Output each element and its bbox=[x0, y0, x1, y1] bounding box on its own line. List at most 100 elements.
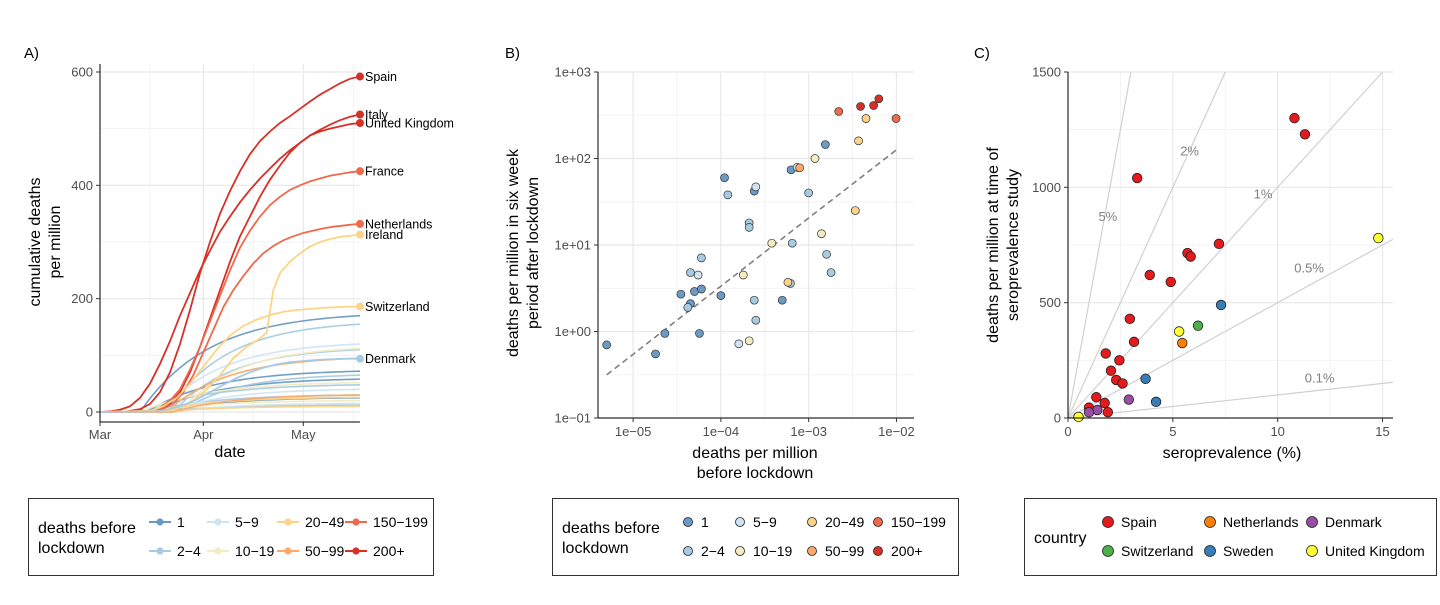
panel-b-point bbox=[749, 295, 759, 305]
panel-a-series-label: Netherlands bbox=[365, 217, 432, 231]
panel-a-endpoint bbox=[356, 72, 364, 81]
panel-c-x-tick-label: 5 bbox=[1169, 424, 1176, 439]
panel-a-series-line bbox=[99, 357, 360, 413]
legend-c-label: Sweden bbox=[1223, 543, 1274, 559]
legend-c-item: Spain bbox=[1101, 514, 1157, 530]
panel-b-x-tick-label: 1e−05 bbox=[615, 424, 652, 439]
legend-b-item: 200+ bbox=[871, 543, 923, 559]
panel-a-series-label: Switzerland bbox=[365, 300, 430, 314]
panel-c-point bbox=[1083, 407, 1095, 418]
panel-a-x-tick-label: May bbox=[291, 427, 316, 442]
panel-a-series-label: France bbox=[365, 165, 404, 179]
legend-c-key bbox=[1102, 516, 1114, 528]
legend-a-label: 10−19 bbox=[235, 543, 275, 559]
legend-a-key bbox=[207, 547, 229, 555]
panel-c-ifr-label: 5% bbox=[1098, 209, 1117, 224]
panel-a-series-label: Ireland bbox=[365, 228, 403, 242]
legend-a-key bbox=[345, 518, 367, 526]
panel-a-series-line bbox=[99, 233, 361, 413]
panel-c-tag: C) bbox=[974, 45, 990, 62]
legend-b-label: 10−19 bbox=[753, 543, 793, 559]
legend-b-key bbox=[807, 517, 817, 527]
panel-b-point bbox=[602, 340, 612, 350]
panel-c-point bbox=[1114, 355, 1125, 366]
panel-b-point bbox=[716, 291, 726, 300]
panel-b-point bbox=[660, 329, 670, 338]
panel-c-point bbox=[1173, 326, 1185, 337]
panel-a-y-label: per million bbox=[47, 206, 64, 279]
panel-c-point bbox=[1144, 269, 1155, 281]
panel-b-point bbox=[697, 253, 706, 263]
panel-b-x-tick-label: 1e−03 bbox=[790, 424, 827, 439]
panel-c-point bbox=[1177, 337, 1188, 349]
panel-b-y-tick-label: 1e+03 bbox=[554, 65, 591, 80]
panel-b-point bbox=[720, 173, 729, 183]
legend-c-label: Netherlands bbox=[1223, 514, 1299, 530]
panel-c-x-tick-label: 15 bbox=[1375, 424, 1389, 439]
panel-c-points bbox=[1073, 112, 1384, 423]
panel-a-x-tick-label: Mar bbox=[89, 427, 112, 442]
panel-b-point bbox=[723, 190, 733, 200]
legend-c-key bbox=[1204, 516, 1216, 528]
legend-b-key bbox=[735, 546, 745, 556]
panel-a-endpoint bbox=[356, 230, 364, 239]
legend-c-item: Switzerland bbox=[1101, 543, 1193, 559]
panel-a-series-line bbox=[99, 75, 361, 413]
panel-b-point bbox=[744, 222, 754, 232]
legend-c-label: Switzerland bbox=[1121, 543, 1194, 559]
panel-b-point bbox=[751, 315, 761, 325]
panel-b-point bbox=[821, 140, 830, 149]
panel-b-x-label: deaths per million bbox=[692, 445, 817, 462]
legend-a-key bbox=[149, 518, 171, 526]
panel-a-series-label: Italy bbox=[365, 108, 389, 122]
panel-c-point bbox=[1289, 112, 1300, 124]
panel-c-y-tick-label: 1000 bbox=[1032, 180, 1061, 195]
panel-b-point bbox=[651, 349, 660, 359]
panel-c: 5% 2% 1% 0.5% 0.1% 0 500 1000 1500 0 5 10 15 seroprev… bbox=[974, 45, 1394, 462]
panel-c-point bbox=[1128, 336, 1140, 348]
panel-c-ifr-line bbox=[1067, 71, 1132, 419]
panel-b-point bbox=[744, 336, 754, 346]
panel-b-point bbox=[751, 182, 761, 192]
legend-a-item: 2−4 bbox=[149, 543, 201, 559]
legend-b-item: 10−19 bbox=[733, 543, 792, 559]
panel-c-y-tick-label: 1500 bbox=[1032, 65, 1061, 80]
legend-b-item: 2−4 bbox=[681, 543, 725, 559]
legend-a-label: 2−4 bbox=[177, 543, 201, 559]
panel-a-series-line bbox=[99, 113, 361, 413]
panel-c-ifr-line bbox=[1067, 381, 1394, 419]
panel-b-point bbox=[826, 268, 836, 277]
legend-b-title: deaths before lockdown bbox=[562, 520, 660, 557]
panel-c-point bbox=[1073, 411, 1084, 423]
panel-b-y-label: deaths per million in six week bbox=[505, 148, 522, 357]
legend-b-label: 2−4 bbox=[701, 543, 725, 559]
panel-c-grid-minor bbox=[1068, 72, 1393, 418]
panel-a-endpoint bbox=[356, 167, 364, 176]
panel-c-ifr-line bbox=[1067, 238, 1394, 419]
legend-c-item: United Kingdom bbox=[1305, 543, 1425, 559]
panel-a-endpoint bbox=[356, 354, 364, 363]
panel-b-tag: B) bbox=[505, 45, 520, 62]
legend-b-key bbox=[873, 517, 883, 527]
legend-c-key bbox=[1204, 545, 1216, 557]
panel-a-y-tick-label: 400 bbox=[71, 178, 93, 193]
legend-c-item: Sweden bbox=[1203, 543, 1274, 559]
panel-a-series-line bbox=[99, 222, 361, 413]
legend-a-key bbox=[345, 547, 367, 555]
panel-b-x-label: before lockdown bbox=[697, 465, 814, 482]
panel-b-point bbox=[856, 102, 865, 111]
legend-b-key bbox=[683, 517, 693, 527]
panel-b-point bbox=[834, 107, 844, 116]
panel-b-point bbox=[783, 278, 793, 287]
panel-c-point bbox=[1099, 397, 1110, 409]
legend-a-label: 50−99 bbox=[305, 543, 345, 559]
legend-c-key bbox=[1102, 545, 1114, 557]
panel-a-endpoint bbox=[356, 119, 364, 127]
legend-b-label: 1 bbox=[701, 514, 709, 530]
legend-a-label: 20−49 bbox=[305, 514, 345, 530]
panel-c-point bbox=[1131, 172, 1143, 184]
panel-c-point bbox=[1150, 396, 1162, 408]
panel-b-grid bbox=[598, 71, 914, 419]
panel-c-x-tick-label: 0 bbox=[1064, 424, 1071, 439]
